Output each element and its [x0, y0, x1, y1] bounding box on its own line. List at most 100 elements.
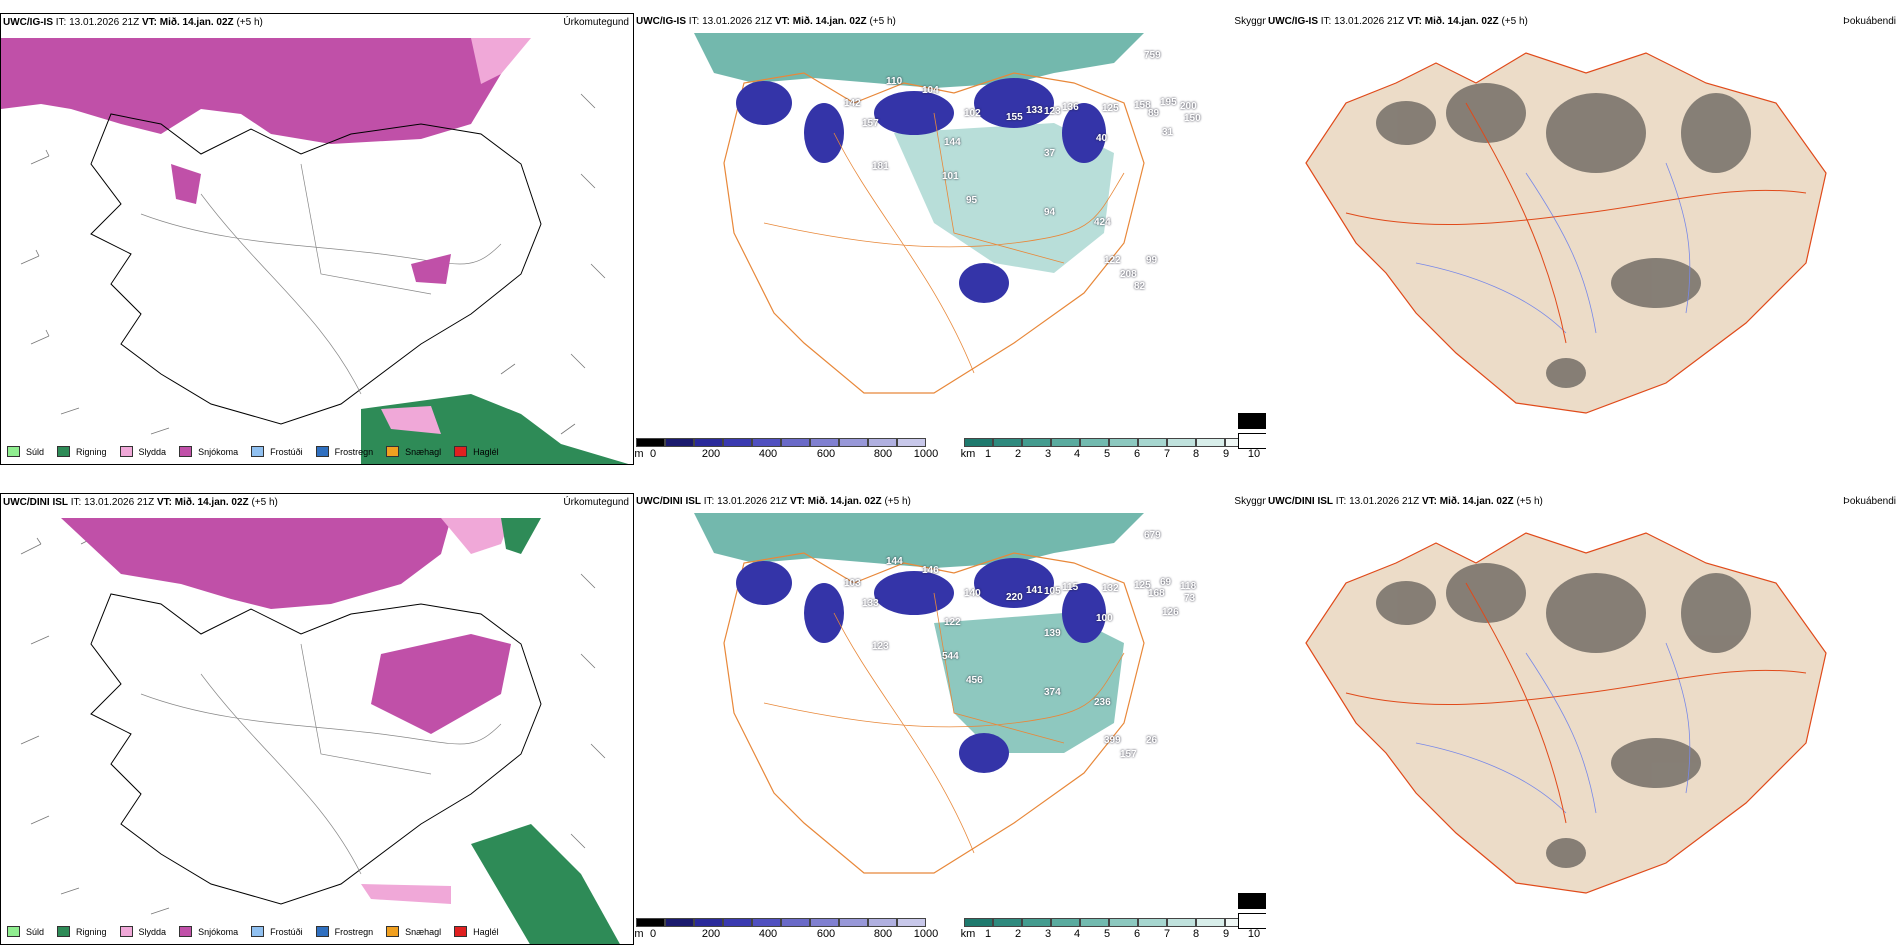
panel-header: UWC/DINI ISL IT: 13.01.2026 21Z VT: Mið.…	[3, 497, 278, 508]
precip-panel-row2: UWC/DINI ISL IT: 13.01.2026 21Z VT: Mið.…	[0, 493, 634, 945]
roads	[1345, 582, 1807, 824]
visibility-value-label: 146	[922, 565, 939, 576]
island-outline	[90, 593, 542, 905]
precip-panel-row1: UWC/IG-IS IT: 13.01.2026 21Z VT: Mið. 14…	[0, 13, 634, 465]
visibility-value-label: 456	[966, 675, 983, 686]
colorbar-segment	[1051, 438, 1080, 447]
legend-item-slydda: Slydda	[119, 926, 166, 937]
legend-item-rigning: Rigning	[57, 926, 107, 937]
colorbar-segment	[723, 918, 752, 927]
colorbar-segment	[810, 918, 839, 927]
visibility-value-label: 141	[1026, 585, 1043, 596]
colorbar-m	[636, 918, 926, 927]
colorbar-segment	[964, 918, 993, 927]
visibility-value-label: 157	[1120, 749, 1137, 760]
legend-swatch	[386, 926, 400, 937]
visibility-value-label: 123	[872, 641, 889, 652]
colorbar-segment	[1080, 918, 1109, 927]
visibility-value-label: 236	[1094, 697, 1111, 708]
sea-sleet-area	[441, 518, 511, 554]
precip-map	[20, 518, 620, 944]
legend-item-frostudi: Frostúði	[251, 926, 303, 937]
visibility-value-label: 544	[942, 651, 959, 662]
legend-swatch	[454, 926, 468, 937]
legend-item-frostregn: Frostregn	[315, 446, 373, 457]
legend-swatch	[251, 446, 265, 457]
precip-panel-title: Úrkomutegund	[563, 497, 629, 508]
precip-map	[1, 38, 629, 464]
legend-swatch	[7, 446, 20, 457]
colorbar-segment	[993, 438, 1022, 447]
visibility-value-label: 144	[944, 137, 961, 148]
legend-swatch	[179, 446, 193, 457]
low-vis-cells	[736, 78, 1106, 303]
visibility-value-label: 37	[1044, 148, 1056, 159]
legend-swatch	[7, 926, 20, 937]
visibility-value-label: 126	[1162, 607, 1179, 618]
visibility-value-label: 150	[1184, 113, 1201, 124]
panel-header: UWC/DINI ISL IT: 13.01.2026 21Z VT: Mið.…	[636, 496, 911, 507]
fog-shading	[1376, 83, 1751, 388]
legend-item-slydda: Slydda	[119, 446, 166, 457]
colorbar-segment	[1022, 918, 1051, 927]
colorbar-segment	[1109, 918, 1138, 927]
visibility-value-label: 136	[1062, 102, 1079, 113]
roads	[1345, 102, 1807, 344]
legend-item-frostudi: Frostúði	[251, 446, 303, 457]
visibility-value-label: 110	[886, 76, 903, 87]
panel-header: UWC/IG-IS IT: 13.01.2026 21Z VT: Mið. 14…	[3, 17, 263, 28]
colorbar-segment	[839, 918, 868, 927]
visibility-value-label: 104	[922, 85, 939, 96]
colorbar-segment	[897, 918, 926, 927]
visibility-value-label: 158	[1134, 100, 1151, 111]
legend-item-haglel: Haglél	[454, 446, 499, 457]
colorbar-segment	[897, 438, 926, 447]
visibility-value-label: 40	[1096, 133, 1108, 144]
road-network	[763, 112, 1125, 374]
colorbar-segment	[752, 918, 781, 927]
legend-swatch	[119, 926, 133, 937]
visibility-value-label: 144	[886, 556, 903, 567]
colorbar-segment	[1196, 438, 1225, 447]
colorbar-segment	[665, 918, 694, 927]
colorbar-segment	[665, 438, 694, 447]
colorbar-segment	[636, 438, 665, 447]
precip-type-legend: Súld Rigning Slydda Snjókoma Frostúði Fr…	[7, 926, 499, 937]
panel-header: UWC/IG-IS IT: 13.01.2026 21Z VT: Mið. 14…	[1268, 16, 1528, 27]
colorbar-segment	[1167, 438, 1196, 447]
legend-item-snjokoma: Snjókoma	[179, 446, 238, 457]
colorbar-segment	[810, 438, 839, 447]
visibility-value-label: 374	[1044, 687, 1061, 698]
inland-snow-area	[371, 634, 511, 734]
visibility-value-label: 69	[1160, 577, 1172, 588]
visibility-value-label: 139	[1044, 628, 1061, 639]
visibility-value-label: 99	[1146, 255, 1158, 266]
colorbar-segment	[1022, 438, 1051, 447]
colorbar-segment	[752, 438, 781, 447]
island-outline	[723, 552, 1145, 874]
colorbar-segment	[993, 918, 1022, 927]
visibility-value-label: 118	[1180, 581, 1197, 592]
legend-swatch	[315, 926, 329, 937]
fog-legend-swatch-60	[1238, 433, 1268, 449]
visibility-value-label: 100	[1096, 613, 1113, 624]
legend-item-snaehagl: Snæhagl	[386, 926, 441, 937]
legend-item-rigning: Rigning	[57, 446, 107, 457]
visibility-value-label: 31	[1162, 127, 1174, 138]
visibility-value-label: 102	[964, 108, 981, 119]
visibility-value-label: 424	[1094, 217, 1111, 228]
legend-item-sudd: Súld	[7, 926, 44, 937]
visibility-value-label: 155	[1006, 112, 1023, 123]
colorbar-segment	[1051, 918, 1080, 927]
visibility-value-label: 132	[1102, 583, 1119, 594]
visibility-value-label: 133	[1026, 105, 1043, 116]
fog-panel-title: Þokuábendi	[1843, 496, 1896, 507]
legend-item-snaehagl: Snæhagl	[386, 446, 441, 457]
colorbar-segment	[1167, 918, 1196, 927]
sleet-south-area	[381, 406, 441, 434]
colorbar-segment	[1138, 438, 1167, 447]
colorbar-segment	[781, 918, 810, 927]
legend-item-frostregn: Frostregn	[315, 926, 373, 937]
visibility-value-label: 122	[1104, 255, 1121, 266]
visibility-panel-title: Skyggni	[1234, 496, 1270, 507]
